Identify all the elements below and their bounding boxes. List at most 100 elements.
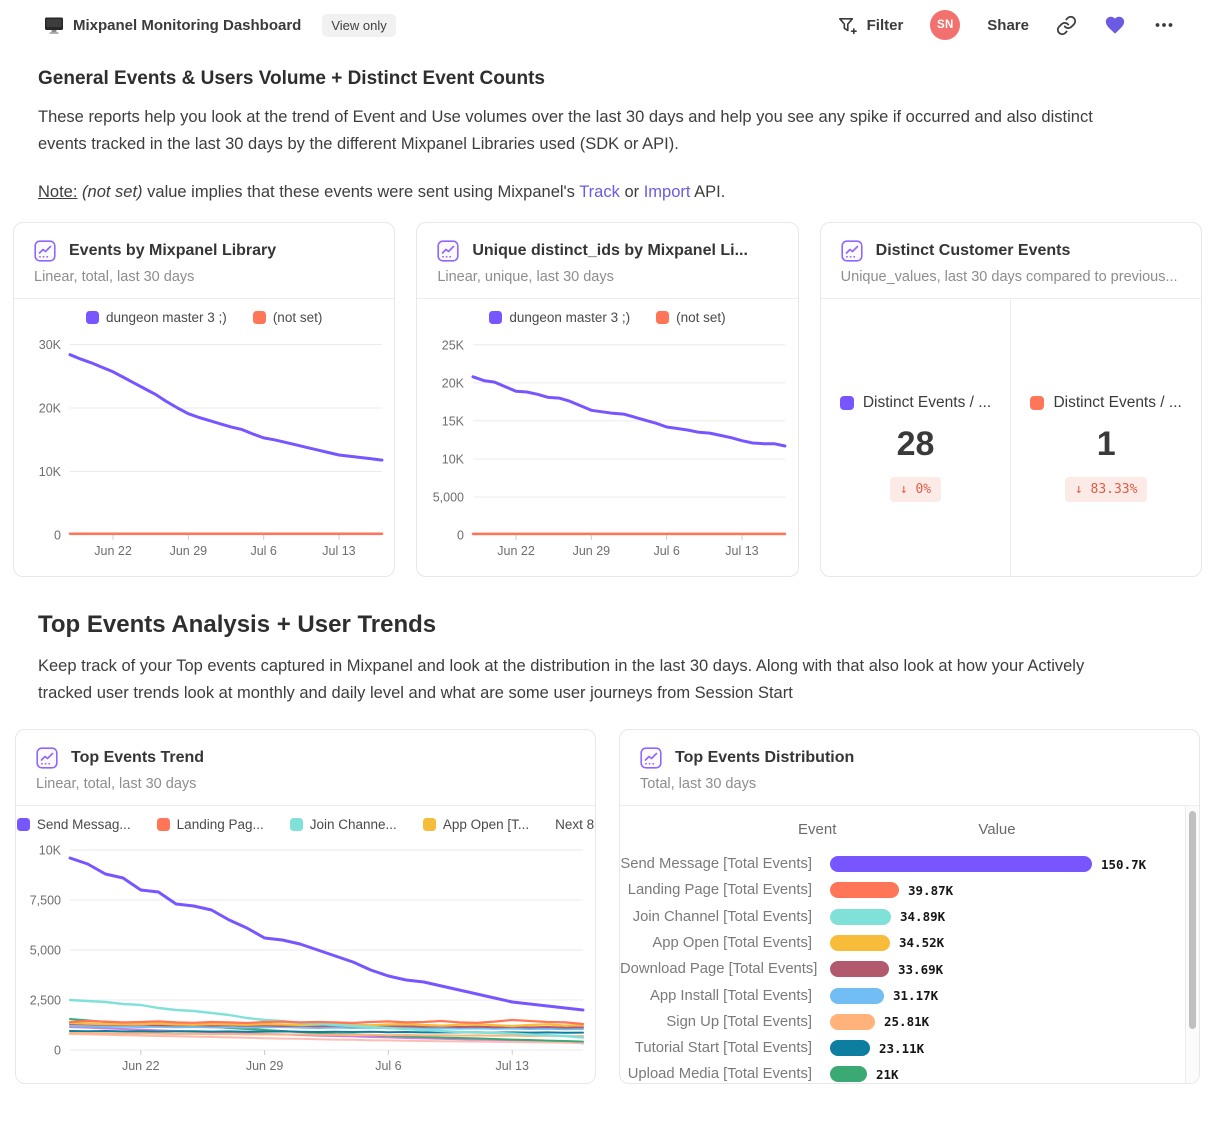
legend-swatch — [85, 311, 99, 325]
event-label: Tutorial Start [Total Events] — [634, 1040, 812, 1057]
user-avatar[interactable]: SN — [930, 10, 961, 40]
svg-text:0: 0 — [457, 529, 464, 543]
svg-text:10K: 10K — [442, 453, 465, 467]
filter-funnel-icon — [836, 14, 859, 37]
card-distinct-customer-events[interactable]: Distinct Customer Events Unique_values, … — [819, 222, 1202, 578]
events-line-chart[interactable]: 0 10K 20K 30K Jun 22 Jun 29 Jul 6 Jul 13 — [14, 325, 394, 565]
value-bar — [830, 934, 890, 951]
unique-ids-line-chart[interactable]: 0 5,000 10K 15K 20K 25K Jun 22 Jun 29 Jul 6 Jul 1… — [417, 325, 797, 565]
svg-text:Jun 29: Jun 29 — [170, 544, 208, 558]
filter-button[interactable]: Filter — [836, 14, 903, 37]
metric-distinct-events-2: Distinct Events / ... 1 ↓ 83.33% — [1011, 299, 1201, 576]
legend-item[interactable]: Next 8 — [555, 816, 595, 832]
table-row[interactable]: Download Page [Total Events] 33.69K — [620, 956, 1199, 982]
legend-item[interactable]: Landing Pag... — [156, 817, 264, 832]
scrollbar-thumb[interactable] — [1189, 810, 1196, 1029]
track-link[interactable]: Track — [579, 183, 620, 202]
metric-distinct-events-1: Distinct Events / ... 28 ↓ 0% — [821, 299, 1012, 577]
import-link[interactable]: Import — [643, 183, 691, 202]
svg-text:0: 0 — [54, 1043, 61, 1057]
page-title: Mixpanel Monitoring Dashboard — [73, 16, 302, 34]
legend-item[interactable]: Join Channe... — [289, 817, 397, 832]
event-label: Send Message [Total Events] — [620, 856, 812, 873]
line-chart-icon — [640, 747, 662, 769]
legend-item[interactable]: dungeon master 3 ;) — [489, 310, 630, 325]
legend-item[interactable]: (not set) — [252, 310, 322, 325]
value-bar — [830, 1066, 867, 1083]
value-label: 150.7K — [1101, 856, 1147, 872]
section2-heading: Top Events Analysis + User Trends — [38, 611, 437, 639]
legend-item[interactable]: dungeon master 3 ;) — [85, 310, 227, 325]
chart-legend[interactable]: dungeon master 3 ;) (not set) — [14, 299, 394, 325]
table-row[interactable]: Sign Up [Total Events] 25.81K — [620, 1009, 1199, 1035]
table-row[interactable]: Landing Page [Total Events] 39.87K — [620, 877, 1199, 903]
card-subtitle: Linear, total, last 30 days — [36, 775, 197, 792]
value-label: 31.17K — [893, 988, 939, 1003]
svg-text:Jul 6: Jul 6 — [250, 544, 276, 558]
svg-text:2,500: 2,500 — [30, 993, 61, 1007]
svg-text:Jul 13: Jul 13 — [496, 1059, 529, 1073]
table-row[interactable]: App Open [Total Events] 34.52K — [620, 930, 1199, 956]
card-events-by-library[interactable]: Events by Mixpanel Library Linear, total… — [13, 222, 396, 578]
legend-swatch — [489, 311, 503, 325]
table-row[interactable]: App Install [Total Events] 31.17K — [620, 982, 1199, 1008]
value-bar — [830, 908, 891, 925]
distribution-rows: Send Message [Total Events] 150.7K Landing… — [620, 851, 1199, 1083]
table-row[interactable]: Send Message [Total Events] 150.7K — [620, 851, 1199, 877]
card-unique-distinct-ids[interactable]: Unique distinct_ids by Mixpanel Li... Li… — [416, 222, 799, 578]
legend-item[interactable]: App Open [T... — [422, 817, 529, 832]
chart-legend[interactable]: dungeon master 3 ;) (not set) — [417, 299, 797, 325]
card-top-events-distribution[interactable]: Top Events Distribution Total, last 30 d… — [619, 728, 1200, 1084]
metric-label: Distinct Events / ... — [1030, 394, 1182, 412]
card-subtitle: Linear, unique, last 30 days — [437, 269, 614, 286]
table-row[interactable]: Tutorial Start [Total Events] 23.11K — [620, 1035, 1199, 1061]
card-top-events-trend[interactable]: Top Events Trend Linear, total, last 30 … — [15, 728, 596, 1084]
metric-value: 28 — [896, 424, 935, 463]
table-row[interactable]: Upload Media [Total Events] 21K — [620, 1061, 1199, 1083]
legend-item[interactable]: (not set) — [656, 310, 726, 325]
legend-swatch — [156, 817, 170, 831]
card-title: Unique distinct_ids by Mixpanel Li... — [472, 242, 748, 260]
chart-legend[interactable]: Send Messag... Landing Pag... Join Channe.… — [16, 806, 595, 832]
value-label: 33.69K — [898, 961, 944, 977]
svg-text:5,000: 5,000 — [433, 491, 464, 505]
metric-delta-badge: ↓ 0% — [889, 476, 942, 502]
metric-swatch — [1030, 395, 1045, 410]
card-subtitle: Unique_values, last 30 days compared to … — [840, 269, 1178, 286]
event-label: Sign Up [Total Events] — [666, 1013, 812, 1030]
section2-body: Keep track of your Top events captured i… — [38, 657, 1085, 703]
value-label: 34.89K — [900, 909, 946, 925]
scrollbar-track[interactable] — [1185, 805, 1199, 1083]
metric-value: 1 — [1096, 424, 1116, 463]
line-chart-icon — [437, 240, 459, 263]
top-events-trend-line-chart[interactable]: 0 2,500 5,000 7,500 10K Jun 22 Jun 29 Jul 6 Jul … — [16, 832, 595, 1080]
distribution-table: Event Value Send Message [Total Events] 1… — [620, 805, 1199, 1083]
svg-text:Jun 22: Jun 22 — [498, 544, 536, 558]
value-label: 21K — [876, 1066, 899, 1082]
value-label: 34.52K — [899, 935, 945, 951]
column-header-value: Value — [978, 820, 1016, 838]
top-bar: Mixpanel Monitoring Dashboard View only … — [0, 0, 1215, 46]
svg-text:Jun 22: Jun 22 — [122, 1059, 160, 1073]
section1-body: These reports help you look at the trend… — [38, 108, 1093, 153]
table-row[interactable]: Join Channel [Total Events] 34.89K — [620, 903, 1199, 929]
favorite-heart-icon[interactable] — [1104, 14, 1126, 36]
svg-text:Jul 6: Jul 6 — [375, 1059, 401, 1073]
copy-link-icon[interactable] — [1056, 15, 1077, 36]
legend-item[interactable]: Send Messag... — [16, 817, 131, 832]
value-label: 23.11K — [879, 1040, 925, 1056]
legend-swatch — [422, 817, 436, 831]
more-options-icon[interactable] — [1153, 14, 1175, 36]
section1-heading: General Events & Users Volume + Distinct… — [38, 68, 545, 89]
monitor-icon — [44, 16, 64, 35]
svg-text:10K: 10K — [39, 465, 62, 479]
event-label: Download Page [Total Events] — [620, 961, 818, 978]
event-label: Landing Page [Total Events] — [627, 882, 812, 899]
card-title: Events by Mixpanel Library — [69, 242, 277, 260]
card-title: Top Events Trend — [71, 748, 205, 766]
svg-text:15K: 15K — [442, 415, 465, 429]
share-button[interactable]: Share — [987, 16, 1029, 34]
svg-text:20K: 20K — [442, 377, 465, 391]
svg-text:0: 0 — [54, 529, 61, 543]
svg-text:Jun 22: Jun 22 — [94, 544, 132, 558]
